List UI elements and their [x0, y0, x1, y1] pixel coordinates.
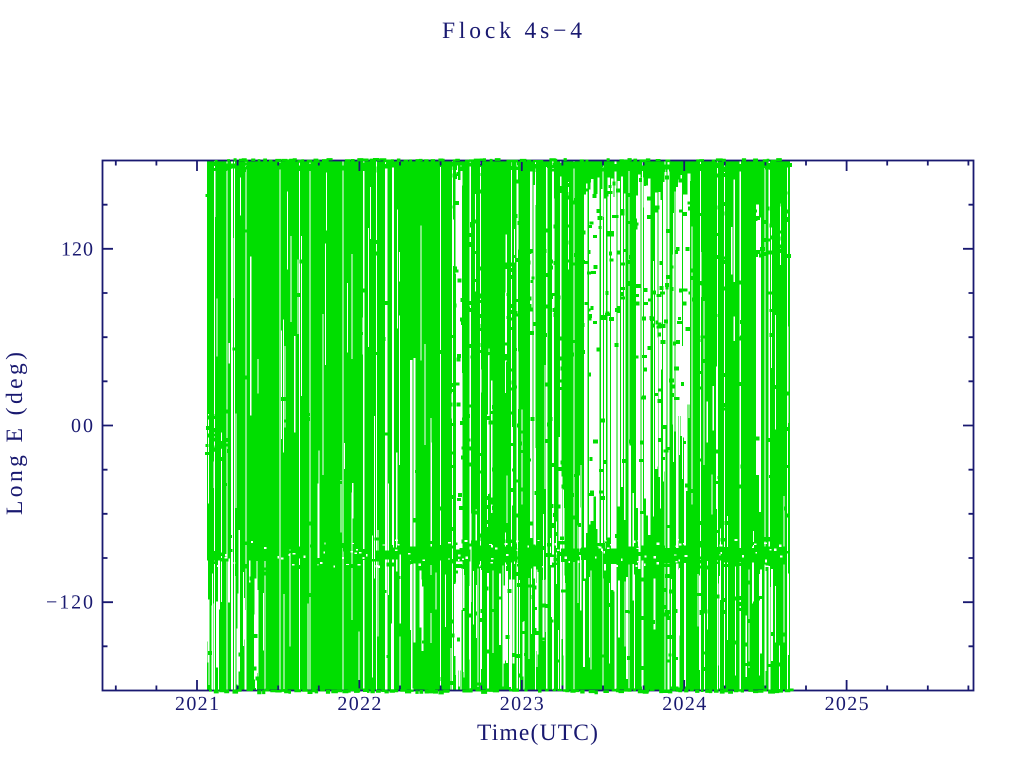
svg-text:2025: 2025 [825, 693, 869, 715]
svg-text:2023: 2023 [500, 693, 544, 715]
svg-text:Long E (deg): Long E (deg) [2, 352, 28, 515]
svg-text:Time(UTC): Time(UTC) [477, 720, 598, 746]
svg-text:2022: 2022 [337, 693, 381, 715]
svg-text:120: 120 [61, 238, 93, 260]
svg-text:2021: 2021 [175, 693, 219, 715]
svg-text:2024: 2024 [662, 693, 706, 715]
